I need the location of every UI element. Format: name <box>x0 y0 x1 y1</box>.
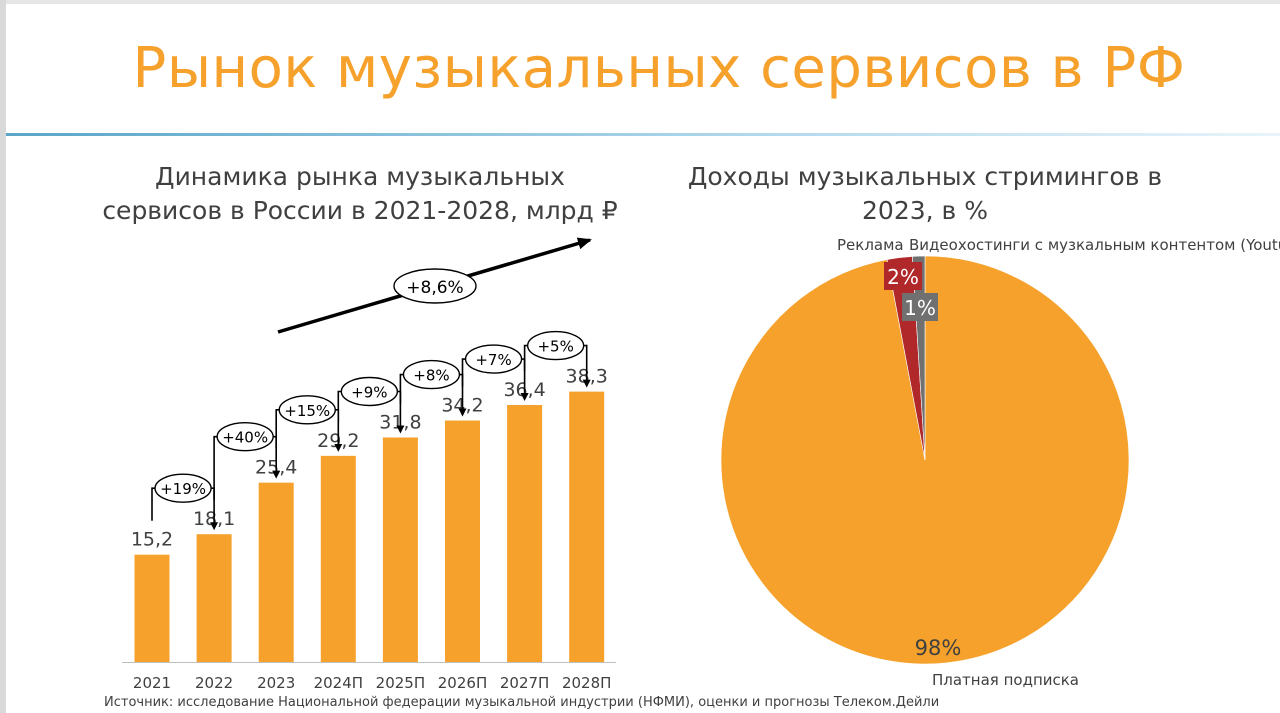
bar-2028П <box>569 391 605 662</box>
x-tick-label: 2028П <box>562 674 611 692</box>
cagr-label: +8,6% <box>406 278 463 298</box>
pie-chart-title: Доходы музыкальных стримингов в 2023, в … <box>687 162 1163 225</box>
bar-chart-title: Динамика рынка музыкальных сервисов в Ро… <box>102 162 618 225</box>
growth-bubble <box>216 421 274 452</box>
growth-bubble <box>340 376 399 407</box>
pie-category-label: Видеохостинги с музкальным контентом (Yo… <box>909 236 1280 254</box>
pie-category-label: Платная подписка <box>932 671 1079 689</box>
bar-2022 <box>196 534 232 662</box>
growth-label: +40% <box>222 429 268 447</box>
growth-bubble <box>154 473 212 503</box>
x-tick-label: 2022 <box>195 674 233 692</box>
growth-label: +9% <box>351 383 387 401</box>
page-title: Рынок музыкальных сервисов в РФ <box>132 36 1186 101</box>
x-tick-label: 2025П <box>376 674 425 692</box>
x-tick-label: 2021 <box>133 674 171 692</box>
x-tick-label: 2026П <box>438 674 487 692</box>
pie-value-label: 2% <box>887 265 919 289</box>
growth-bubble <box>278 395 336 425</box>
pie-value-label: 98% <box>915 636 962 660</box>
bar-2024П <box>320 455 356 662</box>
growth-bubble <box>402 359 461 390</box>
pie-category-label: Реклама <box>837 236 904 254</box>
bar-value-label: 15,2 <box>131 529 173 551</box>
x-tick-label: 2024П <box>314 674 363 692</box>
bar-2023 <box>258 482 294 662</box>
pie-value-label: 1% <box>904 296 936 320</box>
growth-label: +5% <box>537 338 573 356</box>
source-note: Источник: исследование Национальной феде… <box>104 695 940 710</box>
pie-chart: 98% 2% 1% Платная подписка Реклама Видеохости… <box>720 236 1280 689</box>
growth-bubble <box>464 344 523 374</box>
frame-top <box>0 0 1280 4</box>
frame-left <box>0 0 6 713</box>
x-tick-label: 2027П <box>500 674 549 692</box>
growth-label: +7% <box>475 351 511 369</box>
x-tick-label: 2023 <box>257 674 295 692</box>
bar-chart: 15,2202118,1202225,4202329,22024П31,8202… <box>122 237 616 692</box>
bar-2025П <box>382 437 418 662</box>
bar-2027П <box>507 405 543 662</box>
growth-label: +15% <box>284 402 330 420</box>
pie-label-box <box>884 262 922 290</box>
bar-2021 <box>134 554 170 662</box>
pie-label-box <box>902 293 938 321</box>
growth-label: +8% <box>413 367 449 385</box>
cagr-bubble <box>393 268 477 304</box>
growth-bubble <box>526 330 585 361</box>
bar-2026П <box>445 420 480 662</box>
growth-label: +19% <box>160 480 206 498</box>
title-divider <box>6 133 1280 136</box>
